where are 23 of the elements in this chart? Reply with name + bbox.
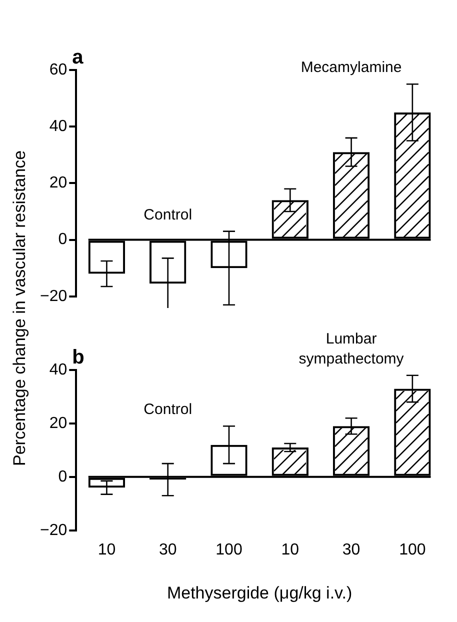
y-tick-label: 20 bbox=[49, 174, 68, 192]
series-label: Lumbar sympathectomy bbox=[298, 330, 404, 368]
y-tick-label: 40 bbox=[49, 118, 68, 136]
y-tick-label: 0 bbox=[58, 468, 68, 486]
x-tick-label: 30 bbox=[158, 541, 177, 558]
y-tick-label: −20 bbox=[40, 522, 68, 539]
y-tick-label: −20 bbox=[40, 288, 68, 305]
text: Mecamylamine bbox=[300, 59, 402, 76]
y-tick-label: 40 bbox=[49, 361, 68, 378]
y-tick-label: 20 bbox=[49, 414, 68, 432]
x-tick-label: 10 bbox=[281, 541, 300, 558]
y-axis-title: Percentage change in vascular resistance bbox=[9, 149, 30, 468]
x-axis-title: Methysergide (μg/kg i.v.) bbox=[166, 583, 352, 602]
x-tick-label: 10 bbox=[98, 541, 116, 558]
y-tick-label: 60 bbox=[49, 61, 68, 78]
chart-title: a bbox=[72, 46, 84, 69]
chart-title: b bbox=[72, 346, 84, 369]
text: Control bbox=[144, 401, 192, 418]
x-tick-label: 30 bbox=[342, 541, 360, 558]
x-tick-label: 100 bbox=[216, 541, 242, 558]
y-tick-label: 0 bbox=[58, 231, 68, 248]
x-tick-label: 100 bbox=[399, 541, 426, 558]
series-label: Control bbox=[144, 206, 192, 224]
